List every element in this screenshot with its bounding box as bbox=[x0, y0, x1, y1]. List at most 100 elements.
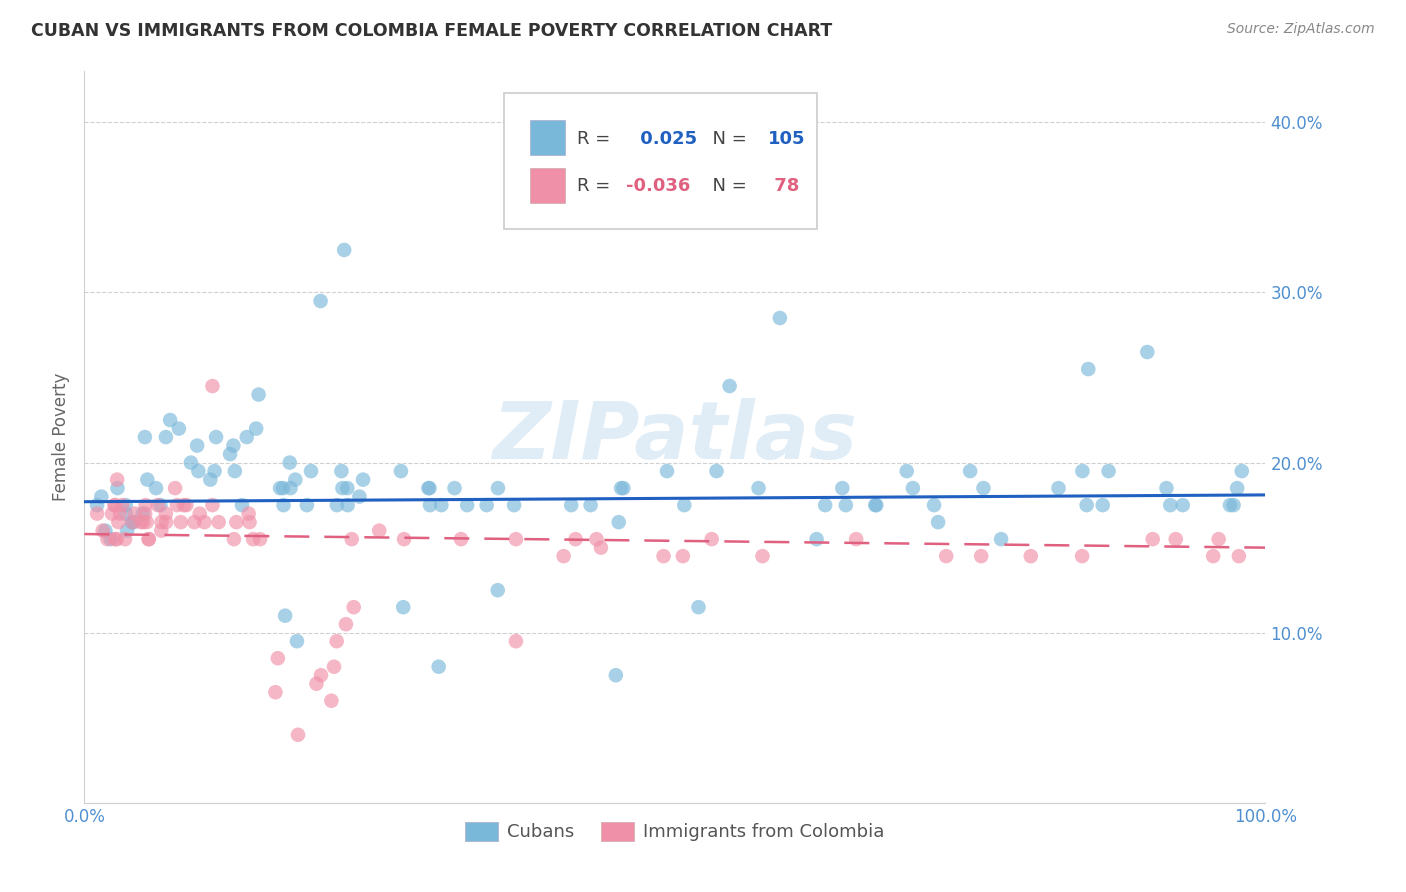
Point bbox=[672, 549, 695, 563]
Point bbox=[505, 634, 527, 648]
Point bbox=[231, 498, 253, 512]
Point bbox=[222, 439, 245, 453]
Point bbox=[610, 481, 633, 495]
Point bbox=[349, 490, 371, 504]
Point bbox=[90, 490, 112, 504]
Point bbox=[186, 439, 208, 453]
Point bbox=[287, 728, 309, 742]
Point bbox=[486, 481, 509, 495]
Point bbox=[134, 430, 156, 444]
Point bbox=[180, 456, 202, 470]
Point bbox=[101, 507, 124, 521]
Point bbox=[325, 634, 347, 648]
Point bbox=[419, 498, 441, 512]
Point bbox=[247, 387, 270, 401]
Point bbox=[330, 464, 353, 478]
Point bbox=[107, 481, 129, 495]
Point bbox=[323, 659, 346, 673]
Point bbox=[200, 473, 222, 487]
Point bbox=[96, 532, 118, 546]
Text: N =: N = bbox=[700, 178, 752, 195]
Point bbox=[1171, 498, 1194, 512]
FancyBboxPatch shape bbox=[530, 168, 565, 203]
Point bbox=[115, 524, 138, 538]
Point bbox=[155, 430, 177, 444]
Point bbox=[835, 498, 858, 512]
Point bbox=[560, 498, 582, 512]
Point bbox=[389, 464, 412, 478]
Point bbox=[748, 481, 770, 495]
Point bbox=[121, 515, 143, 529]
Point bbox=[222, 532, 245, 546]
Point bbox=[150, 515, 173, 529]
Point bbox=[238, 515, 260, 529]
Point bbox=[114, 498, 136, 512]
Point bbox=[155, 507, 177, 521]
Point bbox=[688, 600, 710, 615]
Point bbox=[242, 532, 264, 546]
Point bbox=[706, 464, 728, 478]
Point bbox=[299, 464, 322, 478]
Point bbox=[105, 473, 128, 487]
Point bbox=[105, 532, 128, 546]
Point bbox=[1071, 464, 1094, 478]
Point bbox=[352, 473, 374, 487]
Point bbox=[201, 379, 224, 393]
Point bbox=[274, 608, 297, 623]
Point bbox=[107, 515, 129, 529]
Point bbox=[108, 507, 131, 521]
Point bbox=[1097, 464, 1119, 478]
Point bbox=[1142, 532, 1164, 546]
Point bbox=[219, 447, 242, 461]
Point bbox=[134, 507, 156, 521]
Y-axis label: Female Poverty: Female Poverty bbox=[52, 373, 70, 501]
Text: 105: 105 bbox=[768, 129, 806, 148]
Point bbox=[503, 498, 526, 512]
Point bbox=[368, 524, 391, 538]
Point bbox=[183, 515, 205, 529]
Point bbox=[135, 515, 157, 529]
Point bbox=[1047, 481, 1070, 495]
Point bbox=[612, 481, 634, 495]
Point bbox=[86, 498, 108, 512]
Point bbox=[343, 600, 366, 615]
Point bbox=[427, 659, 450, 673]
Point bbox=[553, 549, 575, 563]
Legend: Cubans, Immigrants from Colombia: Cubans, Immigrants from Colombia bbox=[458, 814, 891, 848]
Point bbox=[718, 379, 741, 393]
Text: -0.036: -0.036 bbox=[627, 178, 690, 195]
Point bbox=[187, 464, 209, 478]
Point bbox=[392, 532, 415, 546]
Point bbox=[86, 507, 108, 521]
Text: N =: N = bbox=[700, 129, 752, 148]
Point bbox=[652, 549, 675, 563]
Point bbox=[1222, 498, 1244, 512]
Point bbox=[100, 532, 122, 546]
Point bbox=[132, 515, 155, 529]
Point bbox=[486, 583, 509, 598]
Point bbox=[896, 464, 918, 478]
Point bbox=[188, 507, 211, 521]
Point bbox=[159, 413, 181, 427]
Point bbox=[121, 515, 143, 529]
Point bbox=[305, 677, 328, 691]
Point bbox=[111, 498, 134, 512]
Point bbox=[131, 507, 153, 521]
Point bbox=[124, 507, 146, 521]
Point bbox=[280, 481, 302, 495]
Point bbox=[193, 515, 215, 529]
Point bbox=[1077, 362, 1099, 376]
Point bbox=[505, 532, 527, 546]
Point bbox=[700, 532, 723, 546]
Point bbox=[94, 524, 117, 538]
Point bbox=[167, 421, 190, 435]
Point bbox=[224, 464, 246, 478]
Point bbox=[146, 498, 169, 512]
Point bbox=[267, 651, 290, 665]
Point bbox=[249, 532, 271, 546]
Point bbox=[155, 515, 177, 529]
Point bbox=[136, 473, 159, 487]
Point bbox=[1164, 532, 1187, 546]
Point bbox=[1226, 481, 1249, 495]
Text: R =: R = bbox=[576, 178, 616, 195]
